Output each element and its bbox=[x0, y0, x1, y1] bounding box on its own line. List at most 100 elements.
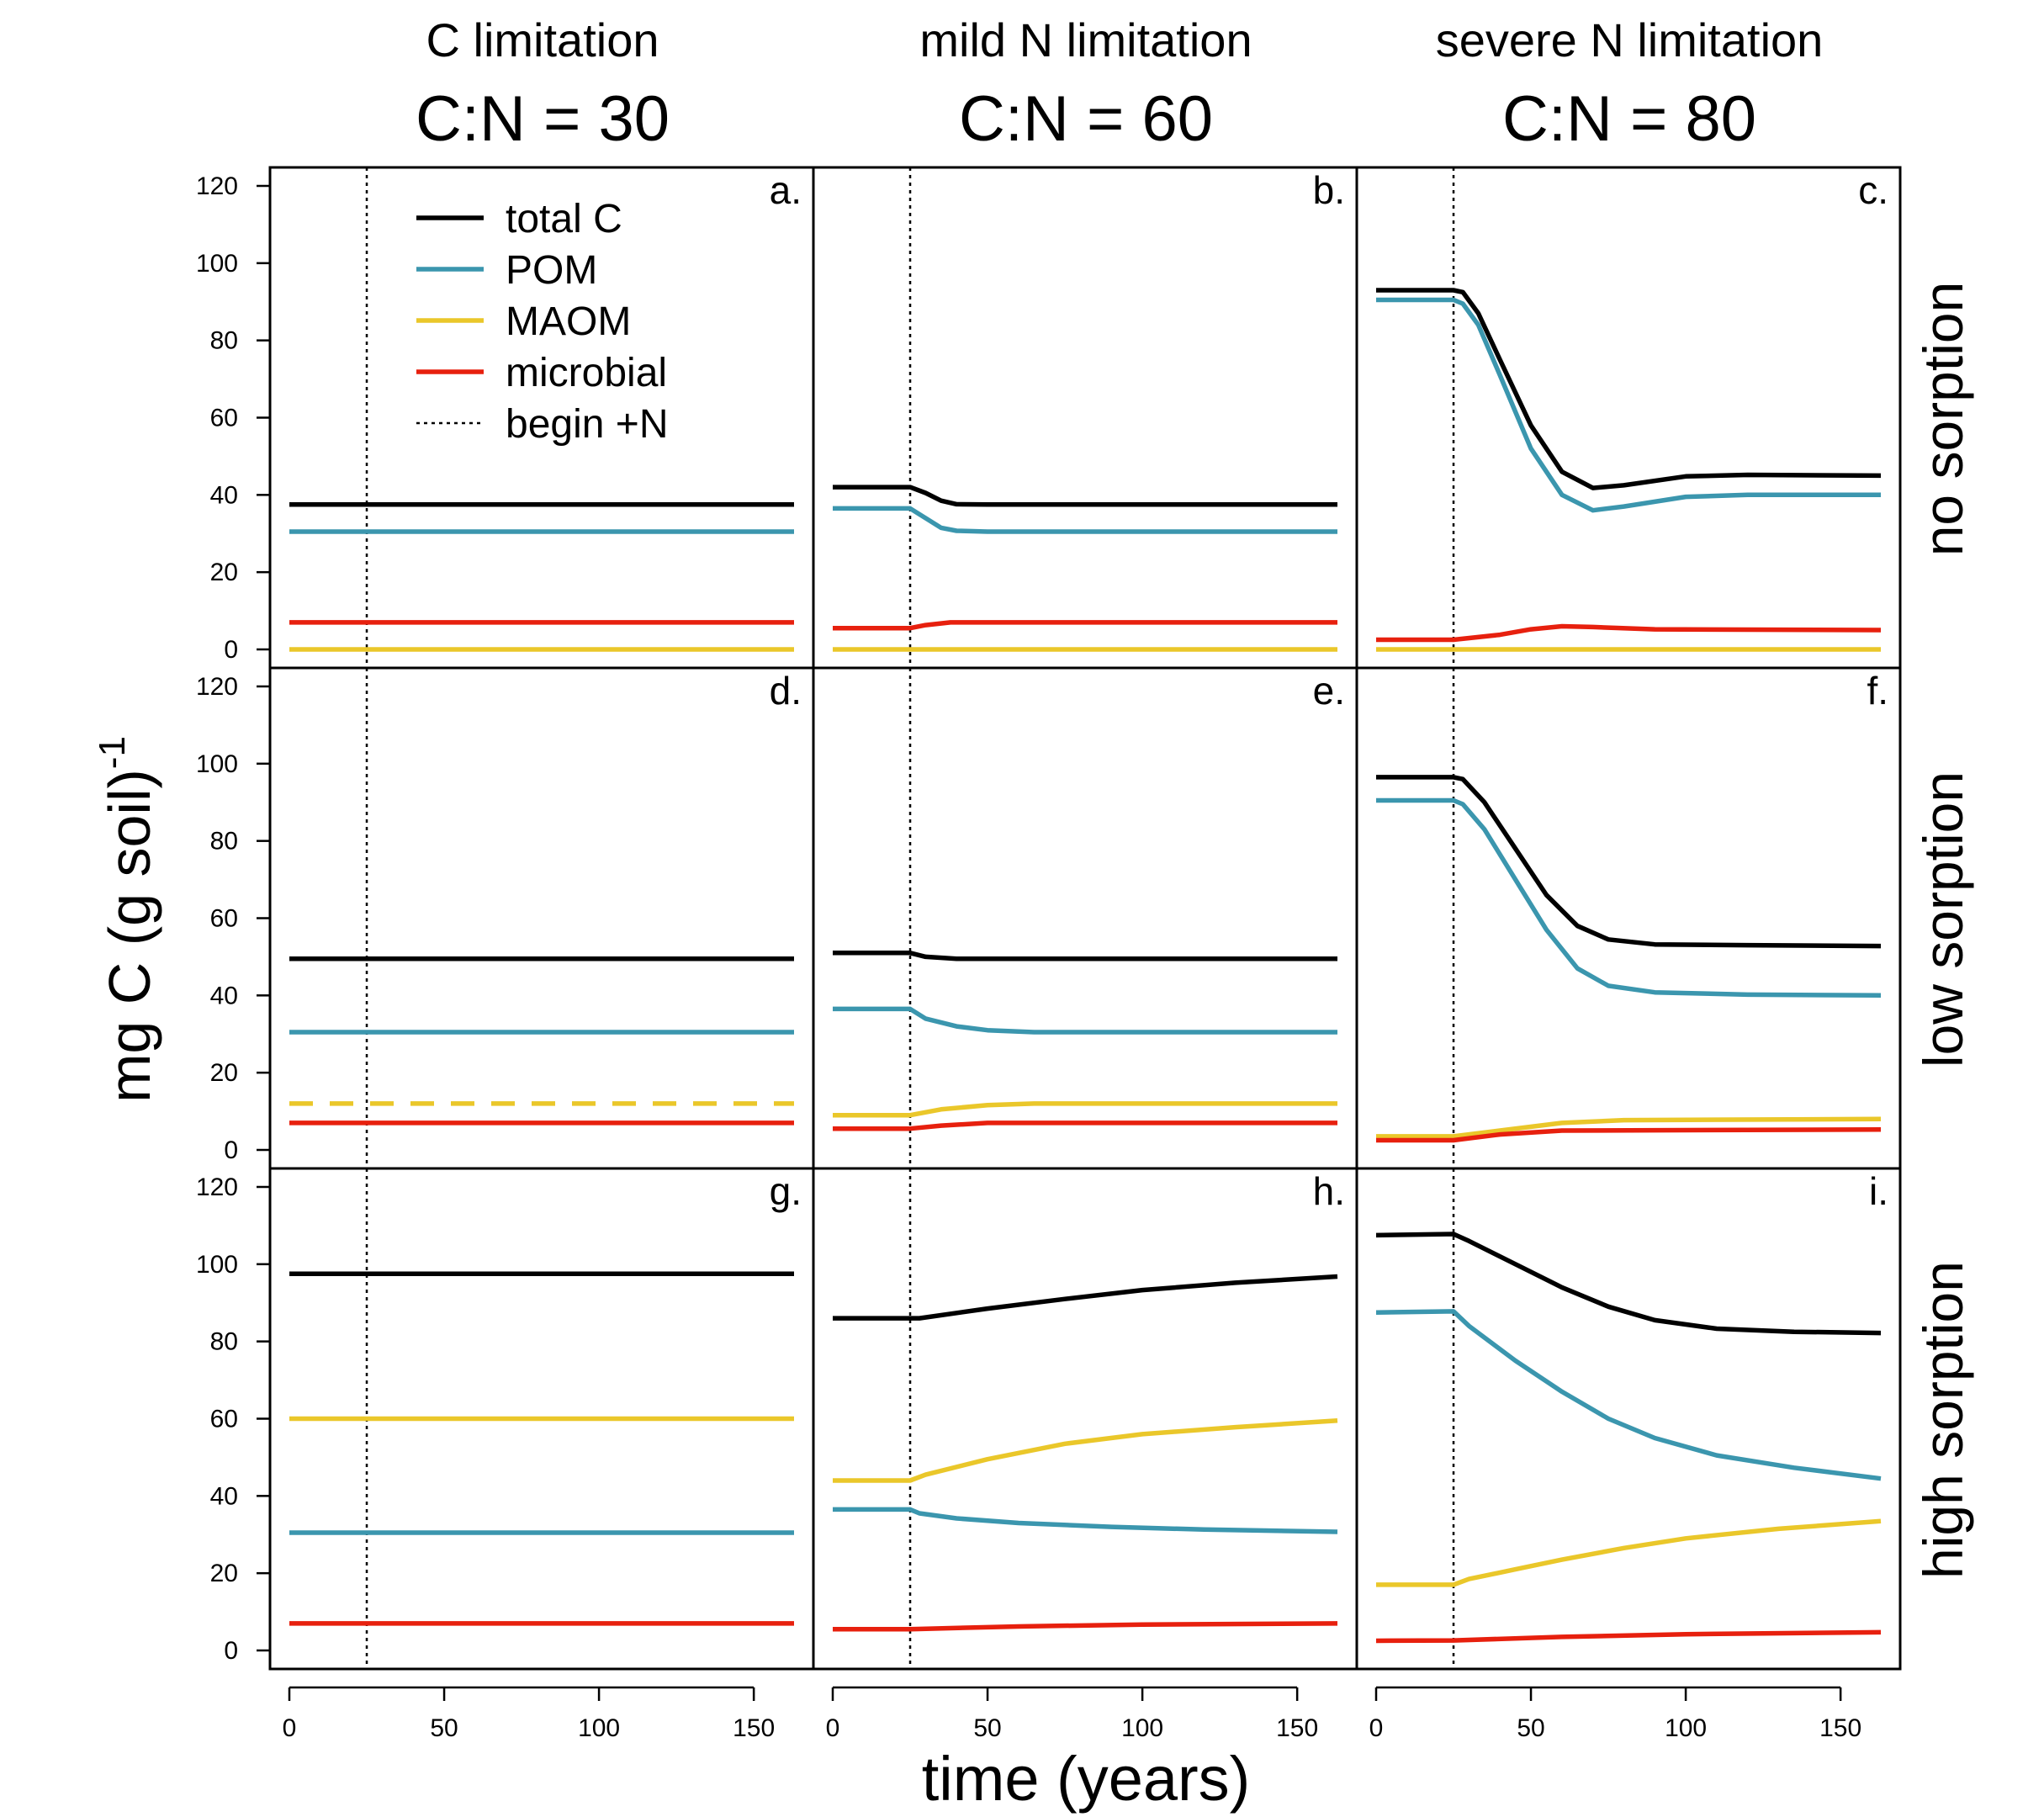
panels-group: a. 0 20 40 60 80 100 120 b. c. d. 0 20 40 60 80 100 120 e.… bbox=[196, 166, 1902, 1742]
y-tick-label: 100 bbox=[196, 250, 238, 278]
panel-label: a. bbox=[770, 168, 802, 212]
y-tick-label: 80 bbox=[210, 1328, 238, 1356]
y-axis-title-superscript: -1 bbox=[92, 736, 133, 769]
panel-label: i. bbox=[1869, 1169, 1888, 1213]
panel-frame bbox=[1355, 1167, 1902, 1671]
legend-item: microbial bbox=[416, 351, 667, 395]
x-axis-2: 0 50 100 150 bbox=[826, 1686, 1318, 1742]
y-tick-label: 0 bbox=[224, 1637, 238, 1665]
legend-label: begin +N bbox=[506, 402, 668, 447]
panel-label: b. bbox=[1313, 168, 1345, 212]
series-line-total-c bbox=[833, 951, 1337, 961]
column-subtitle-2: C:N = 60 bbox=[959, 83, 1213, 155]
x-axis-title: time (years) bbox=[922, 1744, 1251, 1814]
panel-label: c. bbox=[1858, 168, 1888, 212]
series-line-total-c bbox=[1375, 1232, 1882, 1336]
panel-label: h. bbox=[1313, 1169, 1345, 1213]
series-line-pom bbox=[1375, 1309, 1882, 1481]
x-axis-1: 0 50 100 150 bbox=[283, 1686, 775, 1742]
y-tick-label: 120 bbox=[196, 1173, 238, 1201]
y-tick-label: 60 bbox=[210, 1406, 238, 1433]
series-line-microbial bbox=[1376, 1126, 1882, 1143]
x-tick-label: 100 bbox=[1665, 1714, 1707, 1742]
legend-item: begin +N bbox=[416, 402, 668, 447]
series-line-maom bbox=[1376, 1518, 1882, 1587]
panel-f: f. bbox=[1355, 666, 1902, 1170]
x-axis-3: 0 50 100 150 bbox=[1369, 1686, 1861, 1742]
legend-item: total C bbox=[416, 197, 622, 241]
panel-label: g. bbox=[770, 1169, 802, 1213]
y-tick-label: 40 bbox=[210, 982, 238, 1009]
panel-label: d. bbox=[770, 669, 802, 712]
series-line-microbial bbox=[833, 620, 1337, 631]
legend: total C POM MAOM microbial begin +N bbox=[416, 197, 668, 447]
series-line-microbial bbox=[833, 1120, 1337, 1131]
panel-g: g. 0 20 40 60 80 100 120 bbox=[196, 1167, 815, 1671]
x-tick-label: 100 bbox=[1121, 1714, 1163, 1742]
legend-label: MAOM bbox=[506, 299, 631, 344]
x-tick-label: 0 bbox=[1369, 1714, 1384, 1742]
panel-c: c. bbox=[1355, 166, 1902, 670]
x-tick-label: 150 bbox=[733, 1714, 775, 1742]
row-label-2: low sorption bbox=[1912, 771, 1974, 1067]
panel-d: d. 0 20 40 60 80 100 120 bbox=[196, 666, 815, 1170]
y-axis-title-main: mg C (g soil) bbox=[97, 769, 162, 1103]
legend-label: total C bbox=[506, 197, 622, 241]
panel-a: a. 0 20 40 60 80 100 120 bbox=[196, 166, 815, 670]
y-tick-label: 120 bbox=[196, 172, 238, 200]
x-tick-label: 50 bbox=[430, 1714, 458, 1742]
series-line-pom bbox=[833, 506, 1337, 534]
series-line-maom bbox=[1376, 1116, 1882, 1139]
y-tick-label: 0 bbox=[224, 1136, 238, 1164]
row-label-3: high sorption bbox=[1912, 1261, 1974, 1579]
y-tick-label: 40 bbox=[210, 1482, 238, 1510]
column-title-1: C limitation bbox=[426, 13, 659, 66]
x-tick-label: 0 bbox=[826, 1714, 840, 1742]
y-tick-label: 100 bbox=[196, 1251, 238, 1279]
y-axis-title: mg C (g soil)-1 bbox=[92, 736, 162, 1103]
series-line-pom bbox=[1376, 297, 1881, 513]
series-line-total-c bbox=[833, 1274, 1338, 1321]
series-line-total-c bbox=[833, 485, 1337, 507]
y-tick-label: 20 bbox=[210, 1560, 238, 1587]
panel-frame bbox=[812, 1167, 1358, 1671]
series-line-microbial bbox=[833, 1621, 1338, 1632]
y-tick-label: 60 bbox=[210, 905, 238, 933]
x-tick-label: 100 bbox=[578, 1714, 620, 1742]
y-tick-label: 20 bbox=[210, 559, 238, 586]
series-line-total-c bbox=[1376, 288, 1882, 490]
series-line-maom bbox=[833, 1101, 1337, 1118]
x-tick-label: 150 bbox=[1819, 1714, 1861, 1742]
panel-frame bbox=[1355, 166, 1902, 670]
y-tick-label: 80 bbox=[210, 327, 238, 355]
x-tick-label: 150 bbox=[1276, 1714, 1318, 1742]
panel-i: i. bbox=[1355, 1167, 1902, 1671]
panel-e: e. bbox=[812, 666, 1358, 1170]
series-line-total-c bbox=[1376, 775, 1882, 949]
legend-label: microbial bbox=[506, 351, 667, 395]
panel-label: e. bbox=[1313, 669, 1345, 712]
y-tick-label: 20 bbox=[210, 1059, 238, 1087]
x-tick-label: 50 bbox=[1517, 1714, 1544, 1742]
y-tick-label: 120 bbox=[196, 673, 238, 701]
legend-item: MAOM bbox=[416, 299, 631, 344]
panel-h: h. bbox=[812, 1167, 1358, 1671]
y-tick-label: 100 bbox=[196, 750, 238, 778]
panel-frame bbox=[268, 666, 815, 1170]
series-line-microbial bbox=[1375, 1629, 1882, 1644]
y-tick-label: 60 bbox=[210, 405, 238, 432]
panel-frame bbox=[812, 666, 1358, 1170]
y-tick-label: 40 bbox=[210, 481, 238, 509]
series-line-pom bbox=[833, 1507, 1338, 1534]
column-title-2: mild N limitation bbox=[919, 13, 1252, 66]
column-subtitle-1: C:N = 30 bbox=[416, 83, 670, 155]
legend-label: POM bbox=[506, 248, 597, 293]
legend-item: POM bbox=[416, 248, 597, 293]
panel-frame bbox=[1355, 666, 1902, 1170]
panel-frame bbox=[812, 166, 1358, 670]
x-tick-label: 0 bbox=[283, 1714, 297, 1742]
column-subtitle-3: C:N = 80 bbox=[1502, 83, 1756, 155]
panel-b: b. bbox=[812, 166, 1358, 670]
y-tick-label: 80 bbox=[210, 828, 238, 856]
